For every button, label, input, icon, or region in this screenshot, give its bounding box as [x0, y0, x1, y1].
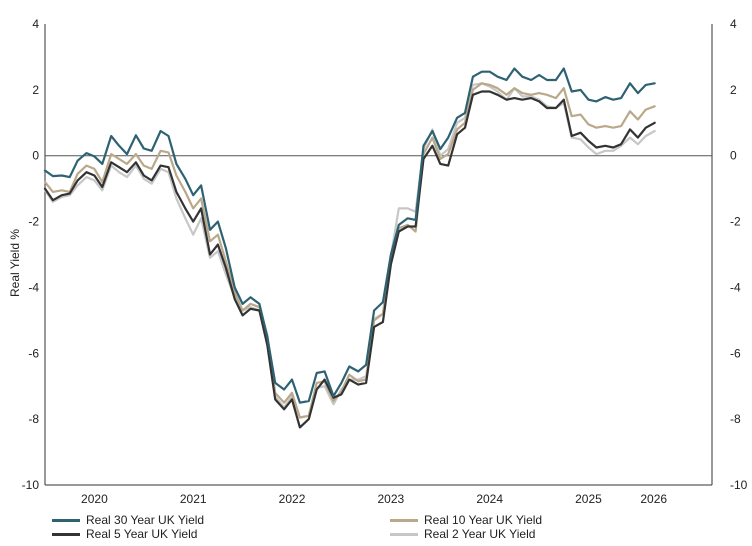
y-tick-label-right: -8: [730, 412, 741, 426]
x-tick-label: 2021: [180, 492, 207, 506]
y-tick-label-left: -2: [28, 215, 39, 229]
x-tick-label: 2023: [378, 492, 405, 506]
y-tick-label-left: -4: [28, 280, 39, 294]
series-line-real-5-year-uk-yield: [43, 90, 656, 429]
legend-swatch-30-year: [52, 518, 80, 522]
y-tick-label-right: -4: [730, 280, 741, 294]
y-tick-label-right: -6: [730, 346, 741, 360]
legend-swatch-5-year: [52, 532, 80, 536]
y-tick-label-left: -10: [22, 478, 40, 492]
x-tick-label: 2026: [640, 492, 667, 506]
y-tick-label-left: -6: [28, 346, 39, 360]
y-tick-label-left: 4: [32, 17, 39, 31]
y-tick-label-right: 2: [730, 83, 737, 97]
series-line-real-30-year-uk-yield: [43, 67, 656, 404]
legend-label-5-year: Real 5 Year UK Yield: [86, 527, 198, 541]
chart-series-group: [43, 67, 656, 429]
x-tick-label: 2024: [476, 492, 503, 506]
chart-legend: Real 30 Year UK Yield Real 10 Year UK Yi…: [52, 513, 742, 543]
series-line-real-10-year-uk-yield: [43, 82, 656, 419]
y-tick-label-right: -2: [730, 215, 741, 229]
chart-tick-labels: 4 4 2 2 0 0 -2 -2 -4 -4 -6 -6 -8 -8 -10 -10 2020 2021 2022…: [22, 17, 748, 506]
y-tick-label-left: 2: [32, 83, 39, 97]
y-tick-label-left: 0: [32, 149, 39, 163]
x-tick-label: 2022: [279, 492, 306, 506]
x-tick-label: 2020: [81, 492, 108, 506]
legend-swatch-10-year: [390, 518, 418, 522]
y-tick-label-left: -8: [28, 412, 39, 426]
legend-label-30-year: Real 30 Year UK Yield: [86, 513, 205, 527]
y-tick-label-right: -10: [730, 478, 748, 492]
legend-item-2-year: Real 2 Year UK Yield: [390, 527, 535, 541]
y-axis-label: Real Yield %: [8, 229, 22, 297]
y-tick-label-right: 0: [730, 149, 737, 163]
legend-item-10-year: Real 10 Year UK Yield: [390, 513, 542, 527]
legend-item-5-year: Real 5 Year UK Yield: [52, 527, 197, 541]
legend-item-30-year: Real 30 Year UK Yield: [52, 513, 204, 527]
legend-swatch-2-year: [390, 532, 418, 536]
x-tick-label: 2025: [575, 492, 602, 506]
chart-axes: [44, 24, 713, 486]
y-tick-label-right: 4: [730, 17, 737, 31]
legend-label-10-year: Real 10 Year UK Yield: [424, 513, 543, 527]
legend-label-2-year: Real 2 Year UK Yield: [424, 527, 536, 541]
